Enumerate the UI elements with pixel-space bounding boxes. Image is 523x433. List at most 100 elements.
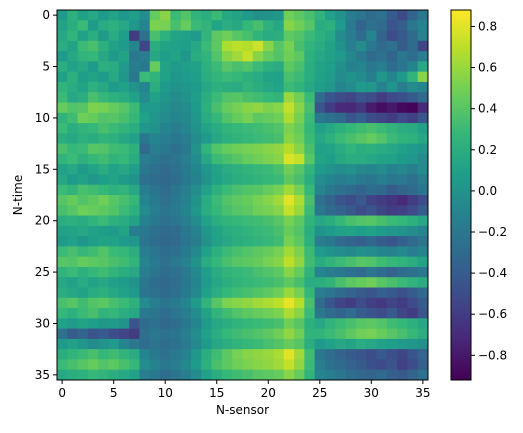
heatmap-cell xyxy=(118,164,130,175)
heatmap-cell xyxy=(304,277,316,288)
heatmap-cell xyxy=(180,205,192,217)
heatmap-cell xyxy=(139,143,151,155)
heatmap-cell xyxy=(407,215,419,227)
heatmap-cell xyxy=(190,225,202,237)
heatmap-cell xyxy=(98,143,110,155)
heatmap-cell xyxy=(314,225,326,237)
heatmap-cell xyxy=(376,308,388,319)
heatmap-cell xyxy=(129,112,140,124)
heatmap-cell xyxy=(304,338,316,350)
heatmap-cell xyxy=(386,205,398,217)
heatmap-cell xyxy=(366,215,377,227)
heatmap-cell xyxy=(386,81,398,93)
heatmap-cell xyxy=(304,40,316,52)
heatmap-cell xyxy=(242,349,254,360)
heatmap-cell xyxy=(108,92,120,103)
heatmap-cell xyxy=(211,81,223,93)
heatmap-cell xyxy=(77,184,89,196)
heatmap-cell xyxy=(345,61,357,73)
heatmap-cell xyxy=(170,308,182,319)
heatmap-cell xyxy=(211,195,223,206)
heatmap-cell xyxy=(263,153,274,165)
heatmap-cell xyxy=(118,297,130,309)
heatmap-cell xyxy=(376,328,388,340)
heatmap-cell xyxy=(221,287,233,299)
heatmap-cell xyxy=(407,123,419,134)
heatmap-cell xyxy=(376,71,388,83)
heatmap-cell xyxy=(407,102,419,114)
heatmap-cell xyxy=(242,61,254,73)
heatmap-cell xyxy=(324,184,336,196)
heatmap-cell xyxy=(397,246,408,258)
heatmap-cell xyxy=(397,71,408,83)
heatmap-cell xyxy=(314,277,326,288)
heatmap-cell xyxy=(57,236,68,247)
heatmap-cell xyxy=(118,266,130,278)
heatmap-cell xyxy=(180,338,192,350)
heatmap-cell xyxy=(366,349,377,360)
heatmap-cell xyxy=(294,164,305,175)
heatmap-cell xyxy=(149,20,161,32)
heatmap-cell xyxy=(252,277,264,288)
heatmap-cell xyxy=(376,318,388,330)
heatmap-cell xyxy=(180,225,192,237)
heatmap-cell xyxy=(242,40,254,52)
heatmap-cell xyxy=(108,225,120,237)
heatmap-cell xyxy=(397,102,408,114)
heatmap-cell xyxy=(149,71,161,83)
heatmap-cell xyxy=(273,30,285,42)
heatmap-cell xyxy=(118,112,130,124)
heatmap-cell xyxy=(407,71,419,83)
heatmap-cell xyxy=(201,215,213,227)
heatmap-cell xyxy=(149,10,161,21)
heatmap-cell xyxy=(345,236,357,247)
heatmap-cell xyxy=(67,369,79,381)
heatmap-cell xyxy=(355,184,367,196)
heatmap-cell xyxy=(335,195,347,206)
heatmap-cell xyxy=(170,297,182,309)
heatmap-cell xyxy=(57,10,68,21)
heatmap-cell xyxy=(273,20,285,32)
heatmap-cell xyxy=(283,184,295,196)
heatmap-cell xyxy=(417,184,429,196)
heatmap-cell xyxy=(417,102,429,114)
heatmap-cell xyxy=(417,246,429,258)
heatmap-cell xyxy=(283,40,295,52)
heatmap-cell xyxy=(108,369,120,381)
heatmap-cell xyxy=(397,328,408,340)
heatmap-cell xyxy=(324,225,336,237)
heatmap-cell xyxy=(345,266,357,278)
heatmap-cell xyxy=(149,133,161,145)
heatmap-cell xyxy=(314,153,326,165)
heatmap-cell xyxy=(273,153,285,165)
heatmap-cell xyxy=(294,153,305,165)
heatmap-cell xyxy=(304,133,316,145)
heatmap-cell xyxy=(170,369,182,381)
heatmap-cell xyxy=(221,195,233,206)
heatmap-cell xyxy=(160,297,171,309)
heatmap-cell xyxy=(118,318,130,330)
heatmap-cell xyxy=(345,81,357,93)
y-tick-label: 10 xyxy=(35,111,50,125)
heatmap-cell xyxy=(57,92,68,103)
heatmap-cell xyxy=(366,184,377,196)
heatmap-cell xyxy=(304,71,316,83)
heatmap-cell xyxy=(407,20,419,32)
heatmap-cell xyxy=(273,81,285,93)
heatmap-cell xyxy=(376,133,388,145)
heatmap-cell xyxy=(366,256,377,268)
heatmap-cell xyxy=(324,246,336,258)
heatmap-cell xyxy=(118,81,130,93)
heatmap-cell xyxy=(211,102,223,114)
heatmap-cell xyxy=(98,359,110,371)
heatmap-cell xyxy=(273,92,285,103)
heatmap-cell xyxy=(324,143,336,155)
heatmap-cell xyxy=(386,112,398,124)
heatmap-cell xyxy=(345,205,357,217)
heatmap-cell xyxy=(149,61,161,73)
heatmap-cell xyxy=(283,369,295,381)
heatmap-cell xyxy=(386,123,398,134)
heatmap-cell xyxy=(170,277,182,288)
heatmap-cell xyxy=(98,256,110,268)
heatmap-cell xyxy=(211,277,223,288)
